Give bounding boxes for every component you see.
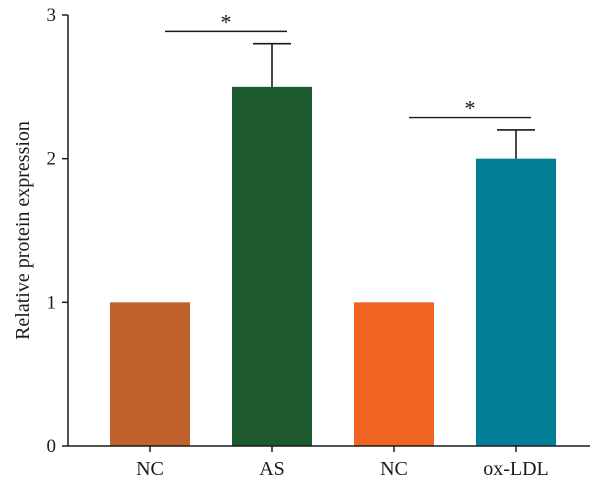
y-tick-label: 1	[47, 292, 57, 313]
bar	[232, 86, 312, 446]
error-bars	[253, 42, 535, 159]
y-axis: 0 1 2 3	[47, 5, 69, 457]
bars	[110, 86, 556, 446]
y-axis-title: Relative protein expression	[12, 121, 34, 340]
significance-label: *	[465, 96, 476, 121]
bar	[110, 302, 190, 446]
x-tick-label: ox-LDL	[483, 458, 549, 480]
significance-brackets: **	[165, 9, 531, 121]
y-tick-label: 3	[47, 5, 57, 26]
significance-label: *	[221, 9, 232, 34]
bar	[476, 158, 556, 446]
x-axis: NC AS NC ox-LDL	[68, 445, 590, 480]
y-tick-label: 2	[47, 149, 57, 170]
x-tick-label: NC	[380, 458, 408, 480]
x-tick-label: AS	[259, 458, 285, 480]
x-tick-label: NC	[136, 458, 164, 480]
bar	[354, 302, 434, 446]
y-tick-label: 0	[47, 436, 57, 457]
